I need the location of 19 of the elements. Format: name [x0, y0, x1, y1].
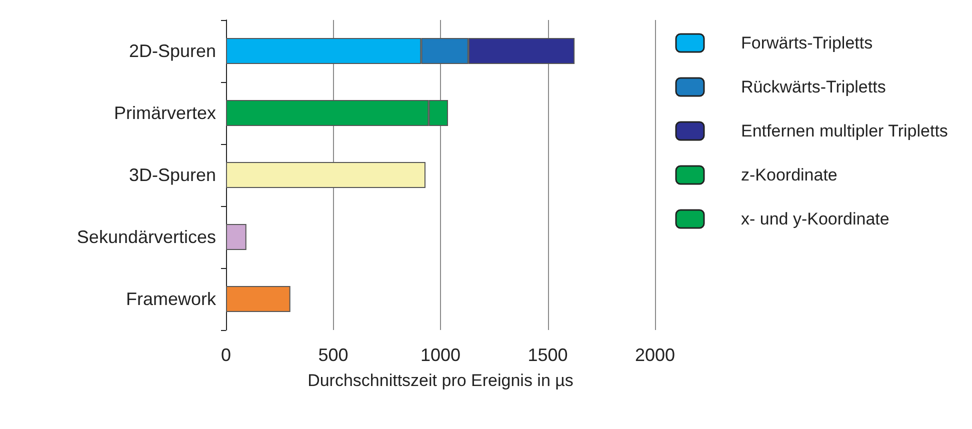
y-tick-label: 3D-Spuren	[128, 165, 216, 185]
bar	[226, 224, 246, 250]
x-tick-label: 2000	[634, 345, 676, 365]
legend-label: x- und y-Koordinate	[741, 210, 890, 228]
legend-label: z-Koordinate	[741, 166, 838, 184]
x-tick-label: 0	[220, 345, 232, 365]
legend-label: Entfernen multipler Tripletts	[741, 122, 948, 140]
y-tick-label: Primärvertex	[114, 103, 216, 123]
y-tick-label: Framework	[126, 289, 217, 309]
x-tick-label: 500	[318, 345, 348, 365]
legend-label: Forwärts-Tripletts	[741, 34, 873, 52]
bar	[226, 286, 290, 312]
bar	[226, 162, 426, 188]
y-tick-label: Sekundärvertices	[76, 227, 216, 247]
x-tick-label: 1000	[420, 345, 461, 365]
y-tick-label: 2D-Spuren	[128, 41, 216, 61]
x-axis-title: Durchschnittszeit pro Ereignis in µs	[308, 371, 574, 390]
x-tick-label: 1500	[528, 345, 568, 365]
legend-label: Rückwärts-Tripletts	[741, 78, 886, 96]
